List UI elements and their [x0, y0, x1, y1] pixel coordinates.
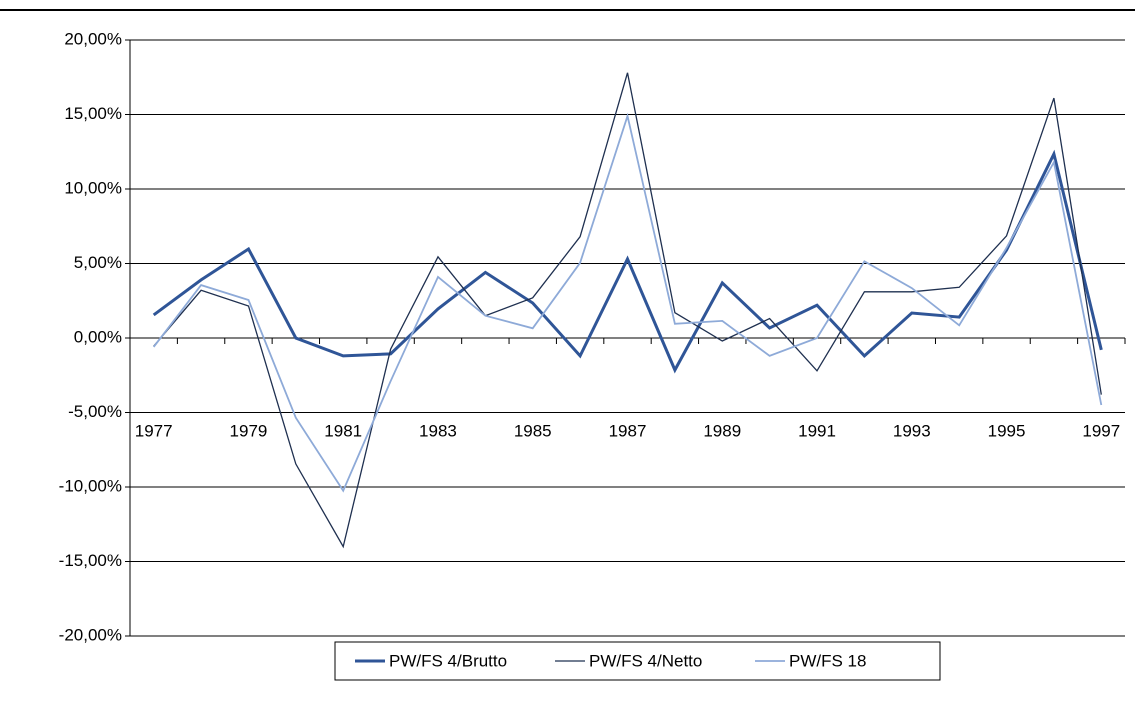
y-tick-label: 0,00% [74, 327, 122, 346]
y-tick-label: -10,00% [59, 476, 122, 495]
y-tick-label: 20,00% [64, 29, 122, 48]
x-tick-label: 1977 [135, 421, 173, 440]
x-tick-label: 1991 [798, 421, 836, 440]
y-tick-label: 10,00% [64, 178, 122, 197]
y-tick-label: -20,00% [59, 625, 122, 644]
legend-label: PW/FS 4/Brutto [389, 651, 507, 670]
series-line [152, 149, 1103, 374]
series-line [152, 112, 1103, 493]
y-tick-label: 5,00% [74, 253, 122, 272]
x-tick-label: 1993 [893, 421, 931, 440]
y-tick-label: -15,00% [59, 551, 122, 570]
x-tick-label: 1983 [419, 421, 457, 440]
legend-box [334, 641, 941, 681]
y-tick-label: -5,00% [68, 402, 122, 421]
x-tick-label: 1979 [230, 421, 268, 440]
x-tick-label: 1997 [1082, 421, 1120, 440]
x-tick-label: 1989 [703, 421, 741, 440]
x-tick-label: 1985 [514, 421, 552, 440]
x-tick-label: 1987 [609, 421, 647, 440]
legend-label: PW/FS 18 [789, 651, 866, 670]
x-tick-label: 1995 [988, 421, 1026, 440]
x-tick-label: 1981 [324, 421, 362, 440]
y-tick-label: 15,00% [64, 104, 122, 123]
legend-label: PW/FS 4/Netto [589, 651, 702, 670]
series-line [153, 72, 1102, 549]
